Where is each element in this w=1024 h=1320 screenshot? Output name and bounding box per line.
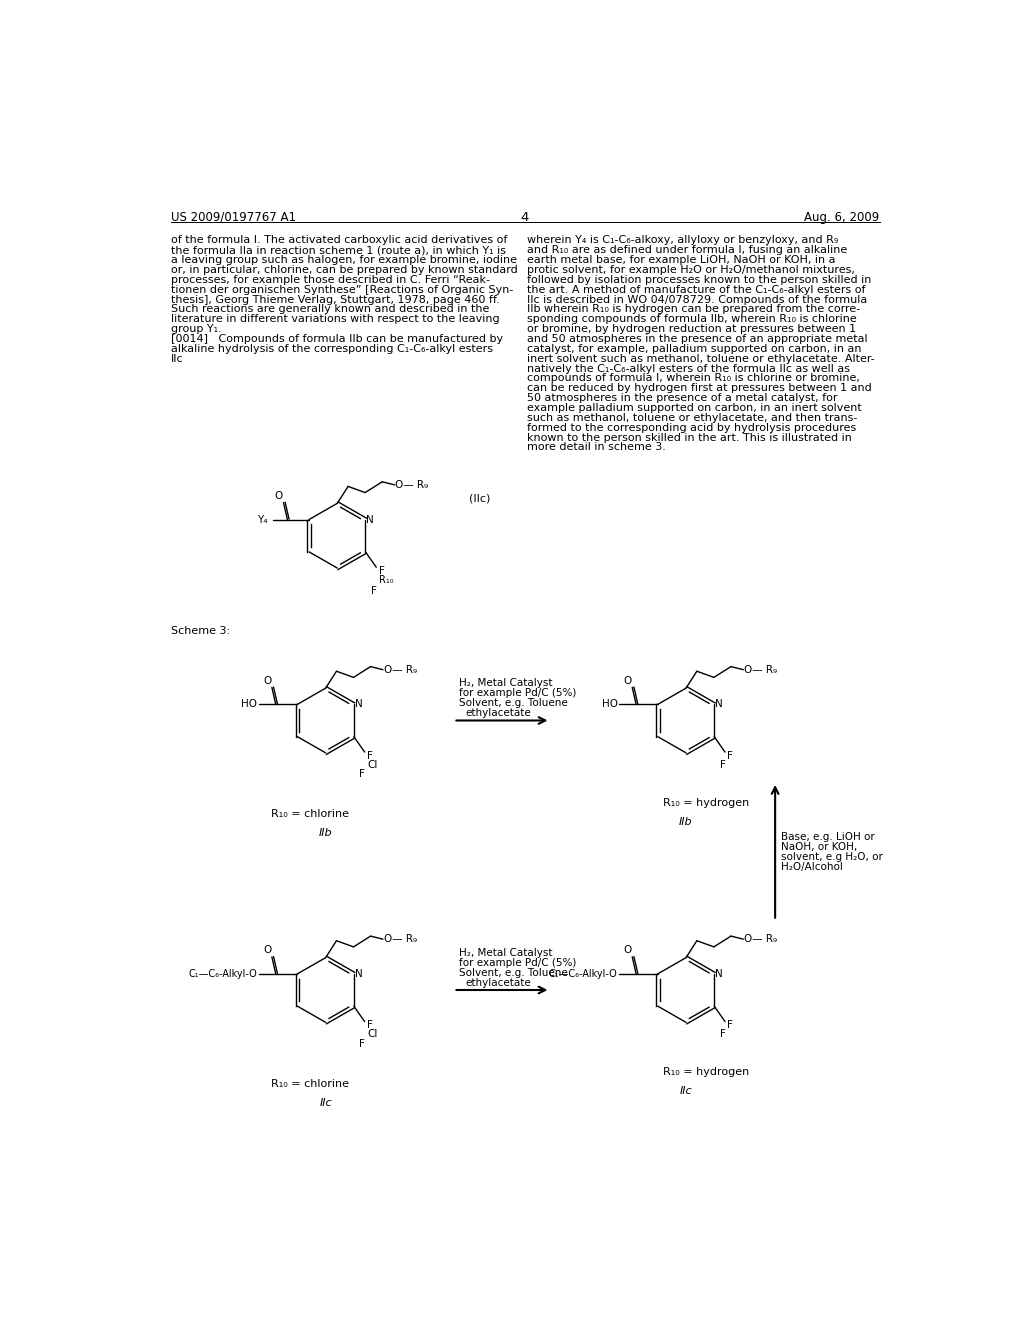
Text: IIc: IIc: [171, 354, 183, 364]
Text: F: F: [720, 760, 726, 770]
Text: C₁—C₆-Alkyl-O: C₁—C₆-Alkyl-O: [549, 969, 617, 979]
Text: O: O: [263, 676, 271, 686]
Text: literature in different variations with respect to the leaving: literature in different variations with …: [171, 314, 500, 325]
Text: O— R₉: O— R₉: [744, 935, 777, 944]
Text: Cl: Cl: [367, 1030, 378, 1039]
Text: Aug. 6, 2009: Aug. 6, 2009: [805, 211, 880, 224]
Text: N: N: [354, 969, 362, 979]
Text: O— R₉: O— R₉: [384, 935, 417, 944]
Text: alkaline hydrolysis of the corresponding C₁-C₆-alkyl esters: alkaline hydrolysis of the corresponding…: [171, 343, 493, 354]
Text: C₁—C₆-Alkyl-O: C₁—C₆-Alkyl-O: [188, 969, 257, 979]
Text: F: F: [727, 1020, 733, 1030]
Text: IIb: IIb: [318, 829, 333, 838]
Text: a leaving group such as halogen, for example bromine, iodine: a leaving group such as halogen, for exa…: [171, 255, 517, 265]
Text: F: F: [359, 770, 366, 779]
Text: HO: HO: [241, 700, 257, 709]
Text: (IIc): (IIc): [469, 494, 490, 503]
Text: O— R₉: O— R₉: [395, 480, 428, 490]
Text: H₂O/Alcohol: H₂O/Alcohol: [781, 862, 843, 873]
Text: F: F: [379, 566, 384, 576]
Text: the art. A method of manufacture of the C₁-C₆-alkyl esters of: the art. A method of manufacture of the …: [527, 285, 865, 294]
Text: of the formula I. The activated carboxylic acid derivatives of: of the formula I. The activated carboxyl…: [171, 235, 507, 246]
Text: R₁₀ = chlorine: R₁₀ = chlorine: [271, 1078, 349, 1089]
Text: N: N: [715, 700, 723, 709]
Text: F: F: [367, 751, 373, 760]
Text: Base, e.g. LiOH or: Base, e.g. LiOH or: [781, 832, 876, 842]
Text: IIc is described in WO 04/078729. Compounds of the formula: IIc is described in WO 04/078729. Compou…: [527, 294, 867, 305]
Text: ethylacetate: ethylacetate: [465, 708, 530, 718]
Text: group Y₁.: group Y₁.: [171, 325, 221, 334]
Text: example palladium supported on carbon, in an inert solvent: example palladium supported on carbon, i…: [527, 403, 862, 413]
Text: H₂, Metal Catalyst: H₂, Metal Catalyst: [459, 948, 552, 957]
Text: Cl: Cl: [367, 760, 378, 770]
Text: R₁₀ = chlorine: R₁₀ = chlorine: [271, 809, 349, 818]
Text: can be reduced by hydrogen first at pressures between 1 and: can be reduced by hydrogen first at pres…: [527, 383, 871, 393]
Text: F: F: [367, 1020, 373, 1030]
Text: Such reactions are generally known and described in the: Such reactions are generally known and d…: [171, 305, 489, 314]
Text: or, in particular, chlorine, can be prepared by known standard: or, in particular, chlorine, can be prep…: [171, 265, 517, 275]
Text: and 50 atmospheres in the presence of an appropriate metal: and 50 atmospheres in the presence of an…: [527, 334, 867, 345]
Text: processes, for example those described in C. Ferri “Reak-: processes, for example those described i…: [171, 275, 489, 285]
Text: R₁₀ = hydrogen: R₁₀ = hydrogen: [663, 1067, 749, 1077]
Text: compounds of formula I, wherein R₁₀ is chlorine or bromine,: compounds of formula I, wherein R₁₀ is c…: [527, 374, 860, 383]
Text: solvent, e.g H₂O, or: solvent, e.g H₂O, or: [781, 853, 883, 862]
Text: O: O: [624, 676, 632, 686]
Text: H₂, Metal Catalyst: H₂, Metal Catalyst: [459, 678, 552, 688]
Text: F: F: [371, 586, 377, 595]
Text: tionen der organischen Synthese” [Reactions of Organic Syn-: tionen der organischen Synthese” [Reacti…: [171, 285, 513, 294]
Text: Solvent, e.g. Toluene: Solvent, e.g. Toluene: [459, 968, 567, 978]
Text: ethylacetate: ethylacetate: [465, 978, 530, 987]
Text: IIb wherein R₁₀ is hydrogen can be prepared from the corre-: IIb wherein R₁₀ is hydrogen can be prepa…: [527, 305, 860, 314]
Text: 50 atmospheres in the presence of a metal catalyst, for: 50 atmospheres in the presence of a meta…: [527, 393, 838, 403]
Text: 4: 4: [520, 211, 529, 224]
Text: R₁₀: R₁₀: [379, 576, 393, 585]
Text: IIc: IIc: [319, 1098, 332, 1107]
Text: protic solvent, for example H₂O or H₂O/methanol mixtures,: protic solvent, for example H₂O or H₂O/m…: [527, 265, 855, 275]
Text: O: O: [624, 945, 632, 956]
Text: catalyst, for example, palladium supported on carbon, in an: catalyst, for example, palladium support…: [527, 343, 861, 354]
Text: F: F: [727, 751, 733, 760]
Text: followed by isolation processes known to the person skilled in: followed by isolation processes known to…: [527, 275, 871, 285]
Text: R₁₀ = hydrogen: R₁₀ = hydrogen: [663, 797, 749, 808]
Text: N: N: [367, 515, 374, 524]
Text: F: F: [720, 1030, 726, 1039]
Text: O— R₉: O— R₉: [384, 665, 417, 675]
Text: O— R₉: O— R₉: [744, 665, 777, 675]
Text: NaOH, or KOH,: NaOH, or KOH,: [781, 842, 857, 853]
Text: for example Pd/C (5%): for example Pd/C (5%): [459, 688, 577, 698]
Text: such as methanol, toluene or ethylacetate, and then trans-: such as methanol, toluene or ethylacetat…: [527, 413, 857, 422]
Text: earth metal base, for example LiOH, NaOH or KOH, in a: earth metal base, for example LiOH, NaOH…: [527, 255, 836, 265]
Text: N: N: [715, 969, 723, 979]
Text: known to the person skilled in the art. This is illustrated in: known to the person skilled in the art. …: [527, 433, 852, 442]
Text: and R₁₀ are as defined under formula I, fusing an alkaline: and R₁₀ are as defined under formula I, …: [527, 246, 848, 255]
Text: O: O: [263, 945, 271, 956]
Text: Scheme 3:: Scheme 3:: [171, 626, 229, 636]
Text: Y₄: Y₄: [257, 515, 268, 524]
Text: F: F: [359, 1039, 366, 1048]
Text: sponding compounds of formula IIb, wherein R₁₀ is chlorine: sponding compounds of formula IIb, where…: [527, 314, 857, 325]
Text: wherein Y₄ is C₁-C₆-alkoxy, allyloxy or benzyloxy, and R₉: wherein Y₄ is C₁-C₆-alkoxy, allyloxy or …: [527, 235, 839, 246]
Text: Solvent, e.g. Toluene: Solvent, e.g. Toluene: [459, 698, 567, 708]
Text: IIb: IIb: [679, 817, 693, 826]
Text: IIc: IIc: [680, 1086, 692, 1096]
Text: more detail in scheme 3.: more detail in scheme 3.: [527, 442, 666, 453]
Text: for example Pd/C (5%): for example Pd/C (5%): [459, 958, 577, 968]
Text: inert solvent such as methanol, toluene or ethylacetate. Alter-: inert solvent such as methanol, toluene …: [527, 354, 874, 364]
Text: HO: HO: [601, 700, 617, 709]
Text: thesis], Georg Thieme Verlag, Stuttgart, 1978, page 460 ff.: thesis], Georg Thieme Verlag, Stuttgart,…: [171, 294, 500, 305]
Text: or bromine, by hydrogen reduction at pressures between 1: or bromine, by hydrogen reduction at pre…: [527, 325, 856, 334]
Text: US 2009/0197767 A1: US 2009/0197767 A1: [171, 211, 296, 224]
Text: formed to the corresponding acid by hydrolysis procedures: formed to the corresponding acid by hydr…: [527, 422, 856, 433]
Text: [0014]   Compounds of formula IIb can be manufactured by: [0014] Compounds of formula IIb can be m…: [171, 334, 503, 345]
Text: natively the C₁-C₆-alkyl esters of the formula IIc as well as: natively the C₁-C₆-alkyl esters of the f…: [527, 363, 850, 374]
Text: O: O: [274, 491, 283, 502]
Text: N: N: [354, 700, 362, 709]
Text: the formula IIa in reaction scheme 1 (route a), in which Y₁ is: the formula IIa in reaction scheme 1 (ro…: [171, 246, 506, 255]
